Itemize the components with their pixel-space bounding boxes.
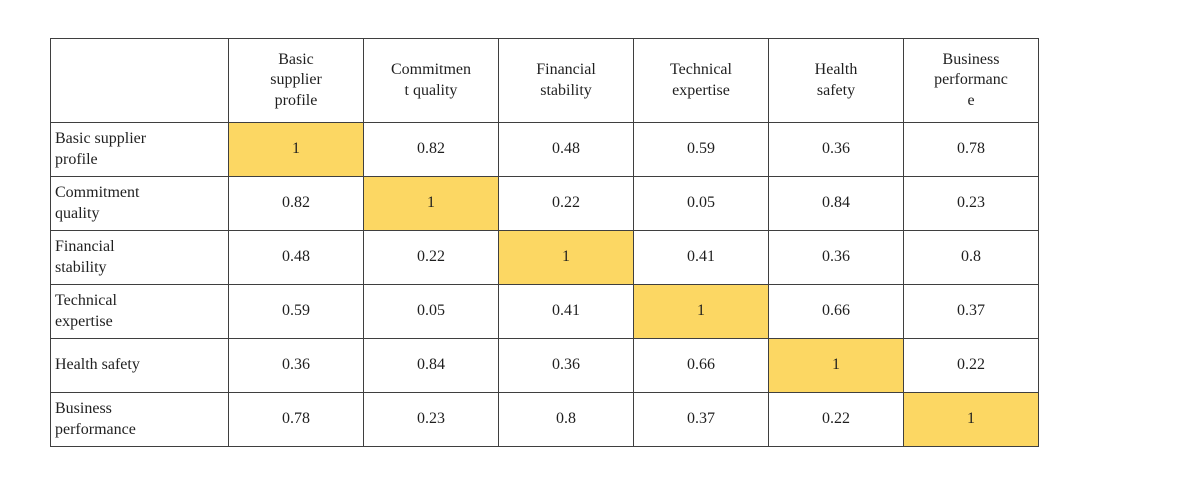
matrix-cell: 0.84 [768, 176, 904, 231]
matrix-cell: 0.22 [498, 176, 634, 231]
matrix-cell: 0.8 [903, 230, 1039, 285]
matrix-cell: 0.84 [363, 338, 499, 393]
diagonal-cell: 1 [633, 284, 769, 339]
matrix-cell: 0.66 [768, 284, 904, 339]
column-header-basic-supplier-profile: Basic supplier profile [228, 38, 364, 123]
column-header-business-performance: Business performanc e [903, 38, 1039, 123]
matrix-cell: 0.48 [228, 230, 364, 285]
matrix-cell: 0.37 [903, 284, 1039, 339]
matrix-cell: 0.36 [768, 122, 904, 177]
table-row-technical-expertise: Technical expertise 0.59 0.05 0.41 1 0.6… [50, 284, 1039, 339]
matrix-cell: 0.05 [363, 284, 499, 339]
matrix-cell: 0.37 [633, 392, 769, 447]
matrix-cell: 0.36 [768, 230, 904, 285]
table-row-health-safety: Health safety 0.36 0.84 0.36 0.66 1 0.22 [50, 338, 1039, 393]
table-header-row: Basic supplier profile Commitmen t quali… [50, 38, 1039, 123]
diagonal-cell: 1 [768, 338, 904, 393]
matrix-cell: 0.41 [633, 230, 769, 285]
diagonal-cell: 1 [228, 122, 364, 177]
matrix-cell: 0.22 [768, 392, 904, 447]
column-header-technical-expertise: Technical expertise [633, 38, 769, 123]
matrix-cell: 0.23 [903, 176, 1039, 231]
diagonal-cell: 1 [498, 230, 634, 285]
matrix-cell: 0.22 [903, 338, 1039, 393]
row-header-health-safety: Health safety [50, 338, 229, 393]
matrix-cell: 0.36 [498, 338, 634, 393]
matrix-cell: 0.59 [633, 122, 769, 177]
column-header-health-safety: Health safety [768, 38, 904, 123]
row-header-commitment-quality: Commitment quality [50, 176, 229, 231]
diagonal-cell: 1 [903, 392, 1039, 447]
matrix-cell: 0.78 [903, 122, 1039, 177]
column-header-commitment-quality: Commitmen t quality [363, 38, 499, 123]
row-header-technical-expertise: Technical expertise [50, 284, 229, 339]
matrix-cell: 0.48 [498, 122, 634, 177]
matrix-cell: 0.41 [498, 284, 634, 339]
diagonal-cell: 1 [363, 176, 499, 231]
table-row-business-performance: Business performance 0.78 0.23 0.8 0.37 … [50, 392, 1039, 447]
matrix-cell: 0.66 [633, 338, 769, 393]
matrix-cell: 0.78 [228, 392, 364, 447]
matrix-cell: 0.59 [228, 284, 364, 339]
matrix-cell: 0.82 [363, 122, 499, 177]
row-header-financial-stability: Financial stability [50, 230, 229, 285]
table-row-financial-stability: Financial stability 0.48 0.22 1 0.41 0.3… [50, 230, 1039, 285]
table-row-commitment-quality: Commitment quality 0.82 1 0.22 0.05 0.84… [50, 176, 1039, 231]
corner-cell [50, 38, 229, 123]
matrix-cell: 0.8 [498, 392, 634, 447]
correlation-matrix-table: Basic supplier profile Commitmen t quali… [50, 38, 1039, 447]
row-header-business-performance: Business performance [50, 392, 229, 447]
matrix-cell: 0.23 [363, 392, 499, 447]
matrix-cell: 0.82 [228, 176, 364, 231]
table-row-basic-supplier-profile: Basic supplier profile 1 0.82 0.48 0.59 … [50, 122, 1039, 177]
row-header-basic-supplier-profile: Basic supplier profile [50, 122, 229, 177]
column-header-financial-stability: Financial stability [498, 38, 634, 123]
matrix-cell: 0.05 [633, 176, 769, 231]
matrix-cell: 0.36 [228, 338, 364, 393]
matrix-cell: 0.22 [363, 230, 499, 285]
